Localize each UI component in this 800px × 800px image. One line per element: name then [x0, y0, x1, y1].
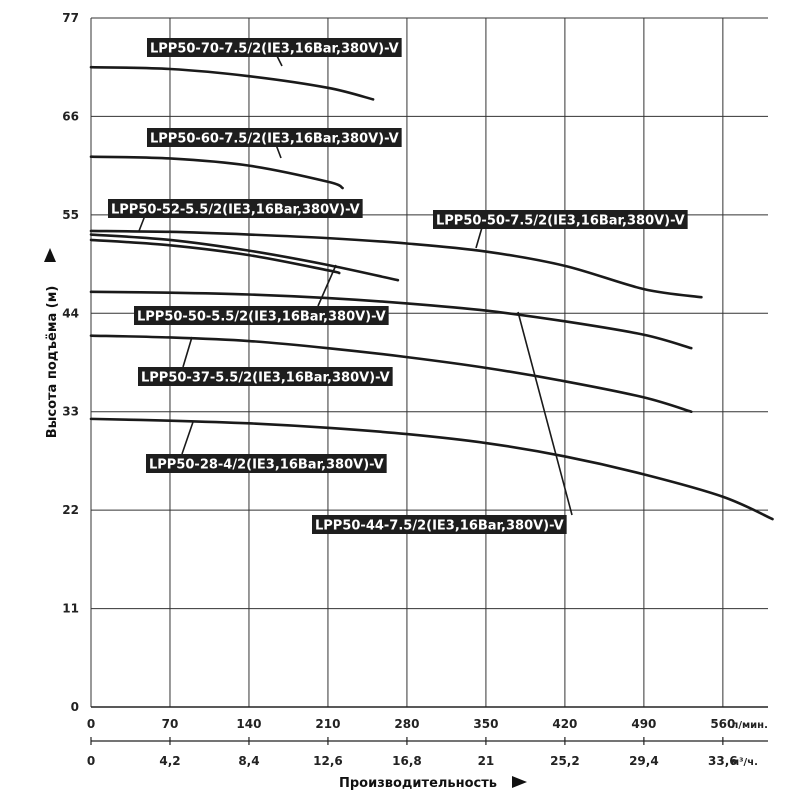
y-tick-label: 44 — [62, 306, 79, 320]
series-label-box — [146, 454, 387, 473]
label-leader-line — [317, 264, 337, 307]
y-tick-label: 55 — [62, 208, 79, 222]
x2-tick-label: 4,2 — [159, 754, 180, 768]
series-label: LPP50-28-4/2(IE3,16Bar,380V)-V — [146, 454, 387, 473]
x-tick-label: 560 — [710, 717, 735, 731]
series-label-box — [433, 210, 688, 229]
series-curve — [89, 229, 703, 299]
x2-tick-label: 25,2 — [550, 754, 580, 768]
series-label: LPP50-60-7.5/2(IE3,16Bar,380V)-V — [147, 128, 402, 147]
series-label-text: LPP50-28-4/2(IE3,16Bar,380V)-V — [149, 458, 384, 473]
x-tick-label: 70 — [162, 717, 179, 731]
series-curve — [89, 65, 375, 101]
series-curve — [89, 290, 693, 350]
series-label: LPP50-44-7.5/2(IE3,16Bar,380V)-V — [312, 515, 567, 534]
y-tick-label: 66 — [62, 109, 79, 123]
x-tick-label: 140 — [236, 717, 261, 731]
y-tick-label: 11 — [62, 602, 79, 616]
x-axis-arrow-icon — [512, 776, 527, 788]
series-label: LPP50-50-7.5/2(IE3,16Bar,380V)-V — [433, 210, 688, 229]
x2-tick-label: 21 — [478, 754, 495, 768]
series-label-text: LPP50-60-7.5/2(IE3,16Bar,380V)-V — [150, 132, 399, 147]
series-label-box — [134, 306, 389, 325]
series-label-text: LPP50-44-7.5/2(IE3,16Bar,380V)-V — [315, 519, 564, 534]
label-leader-line — [182, 336, 193, 368]
x-tick-label: 0 — [87, 717, 95, 731]
x2-tick-label: 0 — [87, 754, 95, 768]
y-tick-label: 22 — [62, 503, 79, 517]
series-label-text: LPP50-52-5.5/2(IE3,16Bar,380V)-V — [111, 203, 360, 218]
x-tick-label: 420 — [552, 717, 577, 731]
x2-tick-label: 12,6 — [313, 754, 343, 768]
series-curve — [89, 417, 774, 521]
series-label-box — [108, 199, 363, 218]
x2-tick-label: 16,8 — [392, 754, 422, 768]
y-axis-title-group: Высота подъёма (м) — [45, 286, 60, 439]
x-tick-label: 490 — [631, 717, 656, 731]
x2-tick-label: 29,4 — [629, 754, 659, 768]
series-label-box — [147, 38, 402, 57]
series-label-text: LPP50-37-5.5/2(IE3,16Bar,380V)-V — [141, 371, 390, 386]
x2-tick-label: 33,6 — [708, 754, 738, 768]
y-axis-title: Высота подъёма (м) — [45, 286, 60, 439]
series-curve — [89, 155, 344, 190]
axes: 01122334455667700704,21408,421012,628016… — [62, 11, 768, 768]
series-label-text: LPP50-50-7.5/2(IE3,16Bar,380V)-V — [436, 214, 685, 229]
label-leader-line — [517, 311, 573, 516]
x-axis-title: Производительность — [339, 776, 497, 791]
series-label: LPP50-52-5.5/2(IE3,16Bar,380V)-V — [108, 199, 363, 218]
curve-labels: LPP50-70-7.5/2(IE3,16Bar,380V)-V LPP50-60… — [108, 38, 688, 534]
x-axis-unit-m3h: м³/ч. — [731, 757, 758, 768]
series-label-text: LPP50-50-5.5/2(IE3,16Bar,380V)-V — [137, 310, 386, 325]
series-label: LPP50-70-7.5/2(IE3,16Bar,380V)-V — [147, 38, 402, 57]
series-label-box — [312, 515, 567, 534]
y-tick-label: 77 — [62, 11, 79, 25]
label-leader-line — [181, 421, 194, 455]
series-label-box — [138, 367, 393, 386]
y-tick-label: 33 — [62, 405, 79, 419]
x-axis-unit-lmin: л/мин. — [731, 720, 768, 731]
series-label: LPP50-50-5.5/2(IE3,16Bar,380V)-V — [134, 306, 389, 325]
series-curve — [89, 238, 341, 275]
x-tick-label: 350 — [473, 717, 498, 731]
y-tick-label: 0 — [71, 700, 79, 714]
x-tick-label: 210 — [315, 717, 340, 731]
series-label-box — [147, 128, 402, 147]
series-label-text: LPP50-70-7.5/2(IE3,16Bar,380V)-V — [150, 42, 399, 57]
series-curve — [89, 233, 400, 282]
grid-lines — [90, 17, 768, 708]
x-tick-label: 280 — [394, 717, 419, 731]
y-axis-arrow-icon — [44, 248, 56, 262]
series-label: LPP50-37-5.5/2(IE3,16Bar,380V)-V — [138, 367, 393, 386]
x2-tick-label: 8,4 — [238, 754, 259, 768]
